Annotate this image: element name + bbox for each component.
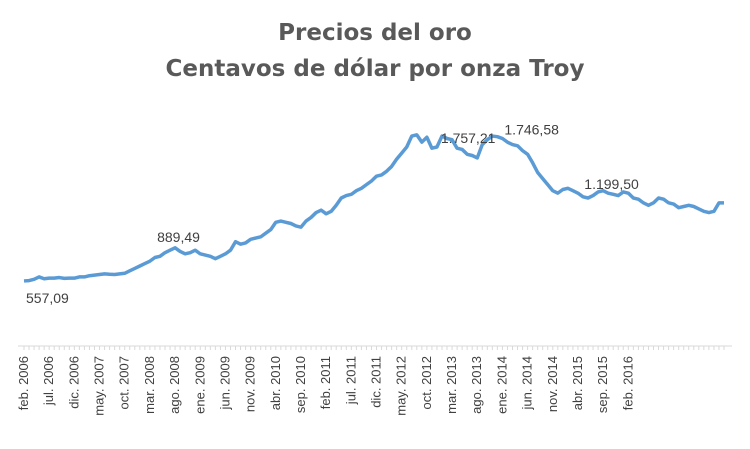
- data-label: 1.199,50: [584, 176, 639, 192]
- x-tick-label: mar. 2008: [142, 356, 157, 414]
- data-label: 1.757,21: [441, 130, 496, 146]
- x-tick-label: ago. 2008: [167, 356, 182, 414]
- x-tick-label: sep. 2015: [595, 356, 610, 413]
- x-tick-label: mar. 2013: [444, 356, 459, 414]
- x-tick-label: feb. 2016: [620, 356, 635, 410]
- x-tick-label: abr. 2015: [570, 356, 585, 410]
- x-tick-label: ene. 2014: [494, 356, 509, 414]
- x-tick-label: feb. 2006: [16, 356, 31, 410]
- x-tick-label: feb. 2011: [318, 356, 333, 409]
- x-tick-label: jun. 2009: [217, 356, 232, 411]
- x-tick-label: nov. 2014: [545, 356, 560, 412]
- chart-title: Precios del oro: [278, 20, 472, 46]
- data-label: 557,09: [26, 290, 69, 306]
- chart-subtitle: Centavos de dólar por onza Troy: [165, 56, 585, 82]
- x-tick-label: dic. 2011: [369, 356, 384, 408]
- x-tick-label: jul. 2006: [41, 356, 56, 406]
- x-tick-label: nov. 2009: [243, 356, 258, 412]
- x-tick-label: abr. 2010: [268, 356, 283, 410]
- x-tick-label: ago. 2013: [469, 356, 484, 414]
- x-tick-label: jun. 2014: [520, 356, 535, 411]
- x-tick-label: sep. 2010: [293, 356, 308, 413]
- x-tick-label: oct. 2012: [419, 356, 434, 410]
- x-tick-label: may. 2007: [92, 356, 107, 416]
- data-label: 889,49: [157, 229, 200, 245]
- x-tick-label: ene. 2009: [192, 356, 207, 414]
- data-label: 1.746,58: [504, 122, 559, 138]
- x-tick-label: dic. 2006: [66, 356, 81, 409]
- x-tick-label: may. 2012: [394, 356, 409, 416]
- series-line: [23, 133, 725, 283]
- x-tick-label: jul. 2011: [343, 356, 358, 405]
- x-tick-label: oct. 2007: [117, 356, 132, 410]
